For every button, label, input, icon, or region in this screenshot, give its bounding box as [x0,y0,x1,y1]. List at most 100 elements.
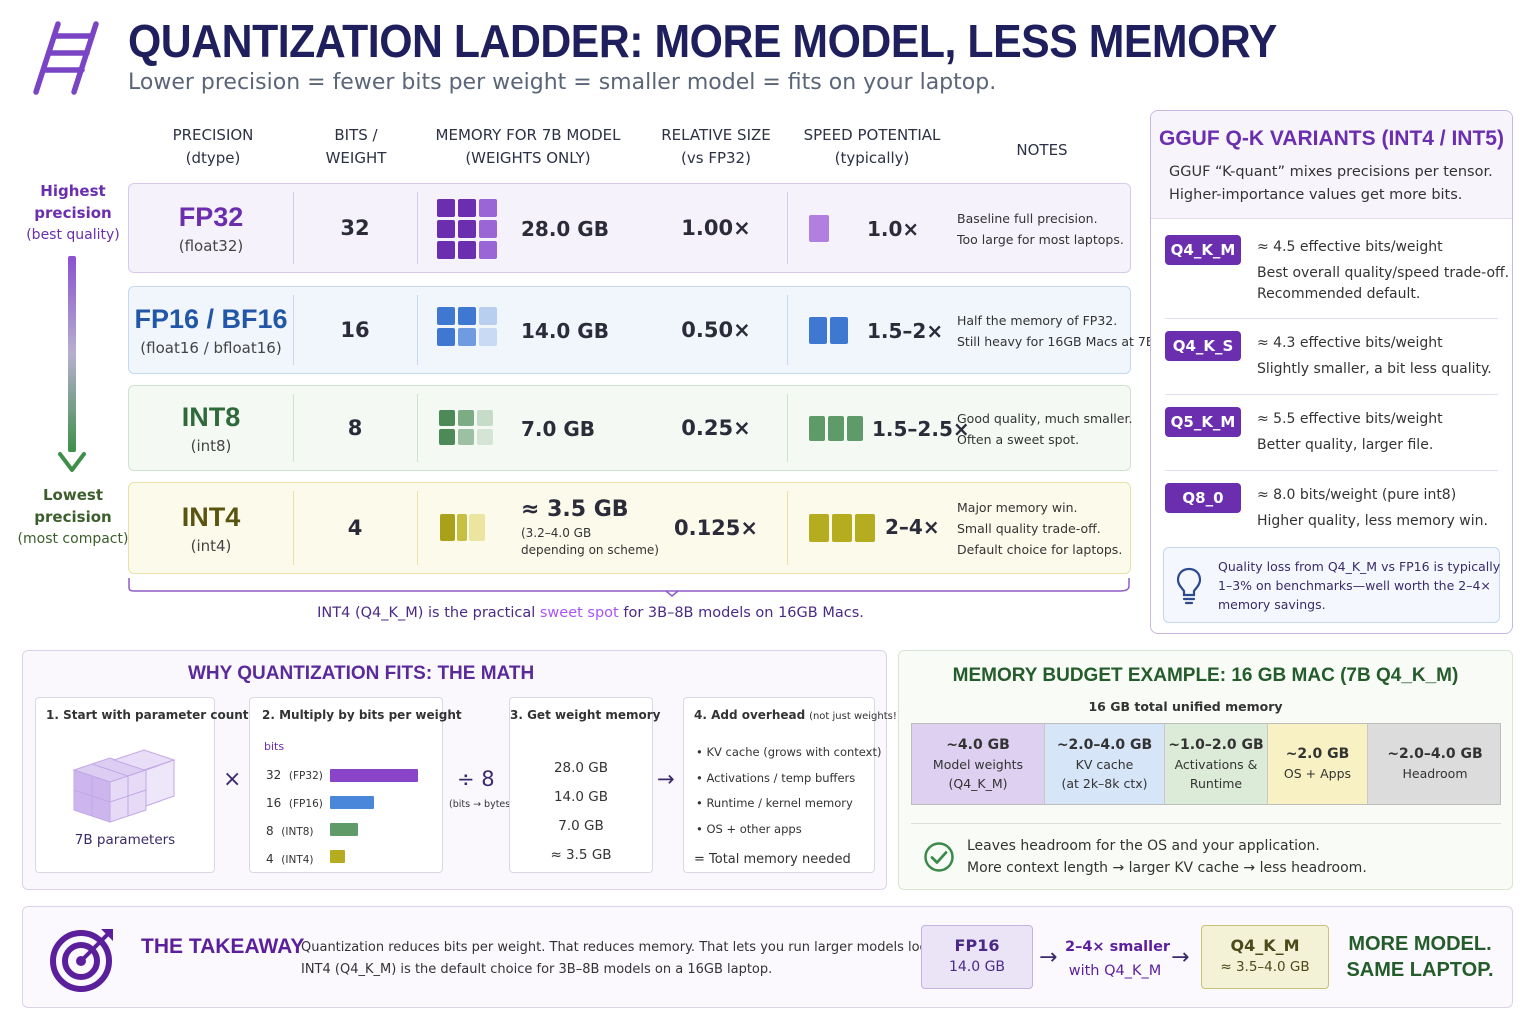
bits-bar-chart [330,769,420,879]
takeaway-to-box: Q4_K_M ≈ 3.5–4.0 GB [1201,925,1329,989]
math-title: WHY QUANTIZATION FITS: THE MATH [188,663,535,684]
ladder-row-int8: INT8 (int8) 8 7.0 GB 0.25× 1.5–2.5× Good… [128,385,1133,471]
bits-value: 32 [340,216,370,240]
takeaway-middle: 2–4× smaller with Q4_K_M [1065,939,1171,979]
takeaway-slogan: MORE MODEL. SAME LAPTOP. [1346,933,1494,981]
row-notes: Major memory win. Small quality trade-off… [957,500,1123,557]
speed-value: 1.5–2× [867,319,944,343]
ladder-row-fp16: FP16 / BF16 (float16 / bfloat16) 16 14.0… [128,286,1158,374]
row-notes: Half the memory of FP32. Still heavy for … [957,313,1159,349]
page-title: QUANTIZATION LADDER: MORE MODEL, LESS ME… [128,15,1277,67]
badge-q8-0: Q8_0 [1165,483,1241,513]
precision-axis-arrow [58,256,86,472]
relative-size: 0.50× [681,318,751,342]
budget-segment-headroom: ~2.0–4.0 GB Headroom [1368,724,1500,804]
quantization-math-panel: WHY QUANTIZATION FITS: THE MATH 1. Start… [22,650,901,890]
speed-value: 1.5–2.5× [872,417,970,441]
relative-size: 1.00× [681,216,751,240]
budget-bar: ~4.0 GB Model weights (Q4_K_M) ~2.0–4.0 GB… [911,723,1501,805]
math-step-4: 4. Add overhead (not just weights!) • KV… [683,697,901,873]
col-header-relative: RELATIVE SIZE (vs FP32) [661,126,771,167]
arrow-right-icon: → [1171,945,1190,970]
precision-name: INT8 [181,401,241,432]
precision-dtype: (float16 / bfloat16) [140,338,282,357]
takeaway-from-box: FP16 14.0 GB [921,925,1033,989]
memory-value: 7.0 GB [521,417,596,441]
budget-footer: Leaves headroom for the OS and your appl… [967,838,1367,876]
speed-value: 2–4× [885,515,940,539]
col-header-bits: BITS / WEIGHT [325,126,387,167]
ladder-row-fp32: FP32 (float32) 32 28.0 GB 1.00× 1.0× Bas… [128,183,1131,273]
variant-q4-k-s-text: ≈ 4.3 effective bits/weight Slightly sma… [1257,335,1492,377]
gguf-intro: GGUF “K-quant” mixes precisions per tens… [1169,164,1493,203]
col-header-speed: SPEED POTENTIAL (typically) [803,126,941,167]
speed-value: 1.0× [867,217,920,241]
row-notes: Good quality, much smaller. Often a sweet… [957,411,1133,447]
bits-bar-4 [330,850,345,863]
quality-tip-box: Quality loss from Q4_K_M vs FP16 is typi… [1163,547,1500,623]
precision-name: FP32 [178,201,244,232]
budget-total-label: 16 GB total unified memory [1088,699,1283,714]
bits-value: 16 [340,318,370,342]
math-step-1: 1. Start with parameter count 7B paramet… [35,697,249,873]
bits-value: 8 [347,416,363,440]
memory-block: ≈ 3.5 GB (3.2–4.0 GB depending on scheme… [521,497,659,559]
precision-name: INT4 [181,501,241,532]
divide-symbol: ÷ 8 [457,767,495,791]
col-header-precision: PRECISION (dtype) [172,126,254,167]
budget-segment-activations: ~1.0–2.0 GB Activations & Runtime [1165,724,1268,804]
takeaway-panel: THE TAKEAWAY Quantization reduces bits p… [22,906,1513,1008]
relative-size: 0.25× [681,416,751,440]
budget-title: MEMORY BUDGET EXAMPLE: 16 GB MAC (7B Q4_… [952,665,1459,686]
precision-dtype: (float32) [178,236,244,255]
ladder-icon [33,21,99,95]
page-subtitle: Lower precision = fewer bits per weight … [128,70,997,95]
cube-stack-icon [72,749,176,823]
divide-note: (bits → bytes) [449,799,514,810]
gguf-title: GGUF Q-K VARIANTS (INT4 / INT5) [1159,127,1504,150]
bits-bar-8 [330,823,358,836]
badge-q4-k-m: Q4_K_M [1165,235,1241,265]
bits-value: 4 [347,516,363,540]
gguf-variants-panel: GGUF Q-K VARIANTS (INT4 / INT5) GGUF “K-… [1150,110,1513,634]
ladder-caption: INT4 (Q4_K_M) is the practical sweet spo… [317,605,864,621]
variant-q5-k-m-text: ≈ 5.5 effective bits/weight Better quali… [1257,411,1443,453]
col-header-notes: NOTES [1016,141,1068,159]
axis-top-label: Highest precision (best quality) [26,182,120,243]
precision-dtype: (int8) [190,436,232,455]
times-symbol: × [223,767,242,792]
lightbulb-icon [1176,567,1202,605]
badge-q5-k-m: Q5_K_M [1165,407,1241,437]
variant-q8-0-text: ≈ 8.0 bits/weight (pure int8) Higher qua… [1257,487,1488,529]
ladder-bracket [128,578,1130,597]
budget-segment-weights: ~4.0 GB Model weights (Q4_K_M) [912,724,1045,804]
variant-q4-k-m-text: ≈ 4.5 effective bits/weight Best overall… [1257,239,1510,302]
bits-labels: 32 (FP32) 16 (FP16) 8 (INT8) 4 (INT4) [266,768,323,866]
memory-range: (3.2–4.0 GB [521,526,592,540]
row-notes: Baseline full precision. Too large for mo… [957,211,1124,247]
memory-budget-panel: MEMORY BUDGET EXAMPLE: 16 GB MAC (7B Q4_… [898,650,1513,890]
math-step-3: 3. Get weight memory 28.0 GB 14.0 GB 7.0… [509,697,661,873]
budget-segment-kv-cache: ~2.0–4.0 GB KV cache (at 2k–8k ctx) [1045,724,1165,804]
axis-bottom-label: Lowest precision (most compact) [17,486,129,547]
arrow-right-icon: → [657,767,675,791]
takeaway-title: THE TAKEAWAY [141,935,305,958]
bits-bar-16 [330,796,374,809]
precision-dtype: (int4) [190,536,232,555]
check-circle-icon [924,842,954,872]
precision-name: FP16 / BF16 [134,303,288,334]
bits-bar-32 [330,769,418,782]
ladder-row-int4: INT4 (int4) 4 ≈ 3.5 GB (3.2–4.0 GB depen… [128,482,1131,574]
target-icon [50,929,113,992]
memory-scheme-note: depending on scheme) [521,543,659,557]
relative-size: 0.125× [673,516,759,540]
col-header-memory: MEMORY FOR 7B MODEL (WEIGHTS ONLY) [435,126,621,167]
arrow-right-icon: → [1039,945,1058,970]
badge-q4-k-s: Q4_K_S [1165,331,1241,361]
math-step-2: 2. Multiply by bits per weight bits 32 (… [249,697,462,873]
budget-segment-os-apps: ~2.0 GB OS + Apps [1268,724,1368,804]
takeaway-text: Quantization reduces bits per weight. Th… [301,940,952,977]
memory-value: 28.0 GB [521,217,609,241]
memory-value: 14.0 GB [521,319,609,343]
memory-value: ≈ 3.5 GB [521,497,629,522]
